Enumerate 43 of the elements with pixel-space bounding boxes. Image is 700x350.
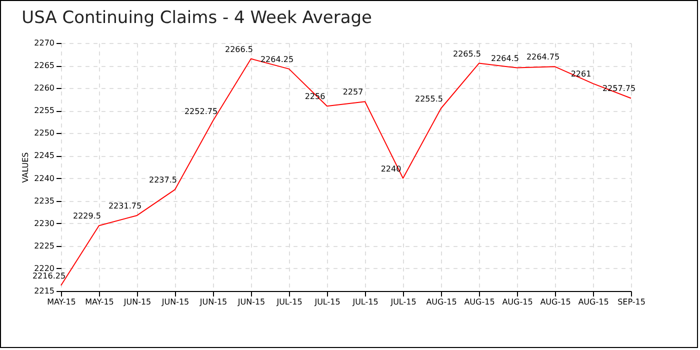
x-tick-label: AUG-15 <box>578 298 609 306</box>
x-tick-label: JUL-15 <box>390 298 416 306</box>
data-label: 2237.5 <box>149 176 177 185</box>
x-tick-label: JUL-15 <box>314 298 340 306</box>
x-tick-label: JUL-15 <box>276 298 302 306</box>
y-tick-label: 2245 <box>34 151 54 160</box>
y-tick-label: 2240 <box>34 174 54 183</box>
y-tick-label: 2225 <box>34 241 54 250</box>
x-tick-label: JUN-15 <box>236 298 266 306</box>
x-tick-label: AUG-15 <box>426 298 457 306</box>
x-tick-label: AUG-15 <box>464 298 495 306</box>
y-tick-label: 2215 <box>34 286 54 296</box>
x-tick-label: MAY-15 <box>47 298 76 306</box>
y-axis-title: VALUES <box>21 152 30 183</box>
y-tick-label: 2255 <box>34 106 54 116</box>
data-label: 2216.25 <box>32 271 66 280</box>
chart-title: USA Continuing Claims - 4 Week Average <box>22 8 372 28</box>
data-label: 2265.5 <box>453 49 481 58</box>
y-tick-label: 2220 <box>34 264 54 273</box>
data-label: 2261 <box>570 70 592 79</box>
data-label: 2229.5 <box>73 212 101 221</box>
y-tick-label: 2260 <box>34 84 54 93</box>
y-tick-label: 2230 <box>34 218 54 228</box>
data-label: 2231.75 <box>108 201 142 210</box>
data-label: 2264.25 <box>260 54 294 64</box>
x-tick-label: MAY-15 <box>85 298 114 306</box>
y-tick-label: 2270 <box>34 38 54 48</box>
x-tick-label: SEP-15 <box>618 298 646 306</box>
x-tick-label: AUG-15 <box>502 298 533 306</box>
data-label: 2255.5 <box>415 94 443 104</box>
x-tick-label: JUN-15 <box>198 298 228 306</box>
y-tick-label: 2235 <box>34 196 54 206</box>
data-label: 2264.5 <box>491 54 519 63</box>
data-label: 2252.75 <box>184 106 218 116</box>
x-tick-label: JUL-15 <box>352 298 378 306</box>
x-tick-label: JUN-15 <box>122 298 152 306</box>
data-label: 2257 <box>342 88 364 97</box>
data-label: 2266.5 <box>225 44 253 54</box>
y-tick-label: 2250 <box>34 128 54 138</box>
data-label: 2264.75 <box>526 52 560 62</box>
y-tick-label: 2265 <box>34 61 54 70</box>
x-tick-label: AUG-15 <box>540 298 571 306</box>
x-tick-label: JUN-15 <box>160 298 190 306</box>
